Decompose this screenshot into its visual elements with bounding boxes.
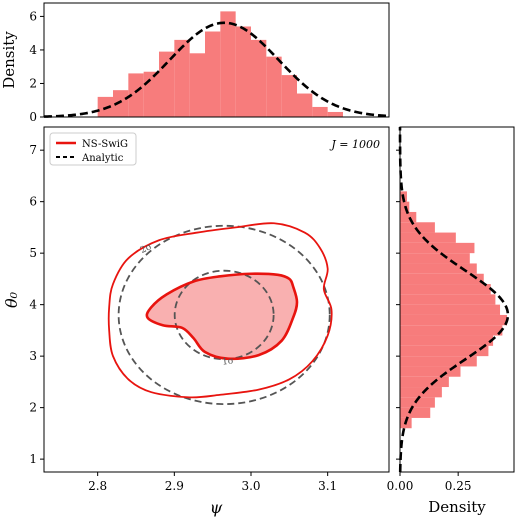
top-histogram-bar bbox=[281, 75, 297, 117]
joint-ytick-label: 1 bbox=[29, 452, 37, 466]
right-marginal-panel: 0.00 0.25 Density bbox=[387, 126, 515, 516]
contour-label-2sigma: 2σ bbox=[139, 242, 154, 256]
right-histogram-bar bbox=[400, 407, 431, 418]
joint-ytick-label: 2 bbox=[29, 401, 37, 415]
legend: NS-SwiG Analytic bbox=[49, 132, 137, 166]
joint-ytick-label: 4 bbox=[29, 298, 37, 312]
ns-swig-2sigma-contour bbox=[107, 222, 333, 399]
top-histogram-bar bbox=[128, 73, 144, 117]
joint-ylabel: θ₀ bbox=[2, 291, 21, 308]
joint-xtick-label: 2.8 bbox=[88, 479, 107, 493]
joint-xtick-label: 2.9 bbox=[165, 479, 184, 493]
contour-label-1sigma: 1σ bbox=[222, 356, 235, 368]
top-histogram-bar bbox=[174, 39, 190, 117]
right-histogram-bar bbox=[400, 284, 491, 295]
ns-swig-1sigma-fill bbox=[146, 273, 297, 359]
top-histogram-bar bbox=[159, 51, 175, 117]
joint-xlabel: ψ bbox=[210, 498, 223, 517]
top-histogram-bar bbox=[297, 93, 313, 117]
top-ytick-label: 2 bbox=[29, 76, 37, 90]
right-histogram bbox=[400, 191, 508, 429]
right-xtick-label: 0.00 bbox=[387, 479, 414, 493]
right-histogram-bar bbox=[400, 356, 477, 367]
right-xtick-label: 0.25 bbox=[445, 479, 472, 493]
right-histogram-bar bbox=[400, 376, 449, 388]
right-histogram-bar bbox=[400, 314, 508, 326]
right-histogram-bar bbox=[400, 366, 461, 377]
top-histogram-bar bbox=[327, 111, 343, 117]
joint-ytick-label: 7 bbox=[29, 143, 37, 157]
joint-annotation: J = 1000 bbox=[329, 138, 380, 151]
joint-ytick-label: 5 bbox=[29, 246, 37, 260]
right-histogram-bar bbox=[400, 222, 435, 233]
legend-label-ns-swig: NS-SwiG bbox=[82, 139, 128, 150]
top-histogram-bar bbox=[189, 53, 205, 117]
top-marginal-panel: 0 2 4 6 Density bbox=[0, 2, 390, 124]
joint-axes-frame bbox=[43, 126, 390, 473]
top-histogram-bar bbox=[220, 11, 236, 117]
right-histogram-bar bbox=[400, 273, 484, 285]
analytic-2sigma-contour bbox=[117, 224, 331, 406]
top-ytick-label: 4 bbox=[29, 43, 37, 57]
top-histogram-bar bbox=[143, 71, 159, 117]
joint-xtick-label: 3.0 bbox=[241, 479, 260, 493]
right-analytic-curve bbox=[398, 126, 510, 473]
right-histogram-bar bbox=[400, 387, 442, 398]
top-histogram-bar bbox=[266, 56, 282, 117]
joint-xtick-label: 3.1 bbox=[318, 479, 337, 493]
joint-panel: 2σ 1σ 1 2 3 4 5 6 7 2.8 2.9 3.0 3.1 J = 1000 ψ θ₀… bbox=[2, 126, 390, 517]
top-histogram-bar bbox=[251, 39, 267, 117]
top-histogram-bar bbox=[235, 26, 251, 117]
joint-ytick-label: 3 bbox=[29, 349, 37, 363]
top-histogram bbox=[97, 11, 343, 117]
right-histogram-bar bbox=[400, 211, 417, 223]
top-axes-frame bbox=[43, 2, 390, 118]
legend-label-analytic: Analytic bbox=[81, 153, 124, 164]
top-ytick-label: 6 bbox=[29, 9, 37, 23]
right-histogram-bar bbox=[400, 253, 470, 264]
joint-x-ticks: 2.8 2.9 3.0 3.1 bbox=[88, 472, 337, 493]
right-histogram-bar bbox=[400, 304, 501, 315]
right-histogram-bar bbox=[400, 345, 489, 357]
analytic-1sigma-contour bbox=[173, 269, 275, 361]
right-histogram-bar bbox=[400, 397, 435, 408]
top-ylabel: Density bbox=[0, 31, 18, 89]
right-histogram-bar bbox=[400, 263, 477, 274]
joint-y-ticks: 1 2 3 4 5 6 7 bbox=[29, 143, 44, 466]
joint-ytick-label: 6 bbox=[29, 195, 37, 209]
top-histogram-bar bbox=[312, 106, 328, 117]
right-xlabel: Density bbox=[428, 498, 486, 516]
top-y-ticks: 0 2 4 6 bbox=[29, 9, 44, 124]
right-histogram-bar bbox=[400, 232, 456, 243]
right-histogram-bar bbox=[400, 242, 475, 254]
right-histogram-bar bbox=[400, 325, 503, 336]
right-histogram-bar bbox=[400, 294, 496, 305]
right-histogram-bar bbox=[400, 335, 494, 346]
right-x-ticks: 0.00 0.25 bbox=[387, 149, 472, 493]
ns-swig-1sigma-contour bbox=[145, 272, 299, 361]
top-ytick-label: 0 bbox=[29, 110, 37, 124]
top-histogram-bar bbox=[113, 90, 129, 117]
right-axes-frame bbox=[399, 126, 515, 473]
top-histogram-bar bbox=[205, 31, 221, 117]
